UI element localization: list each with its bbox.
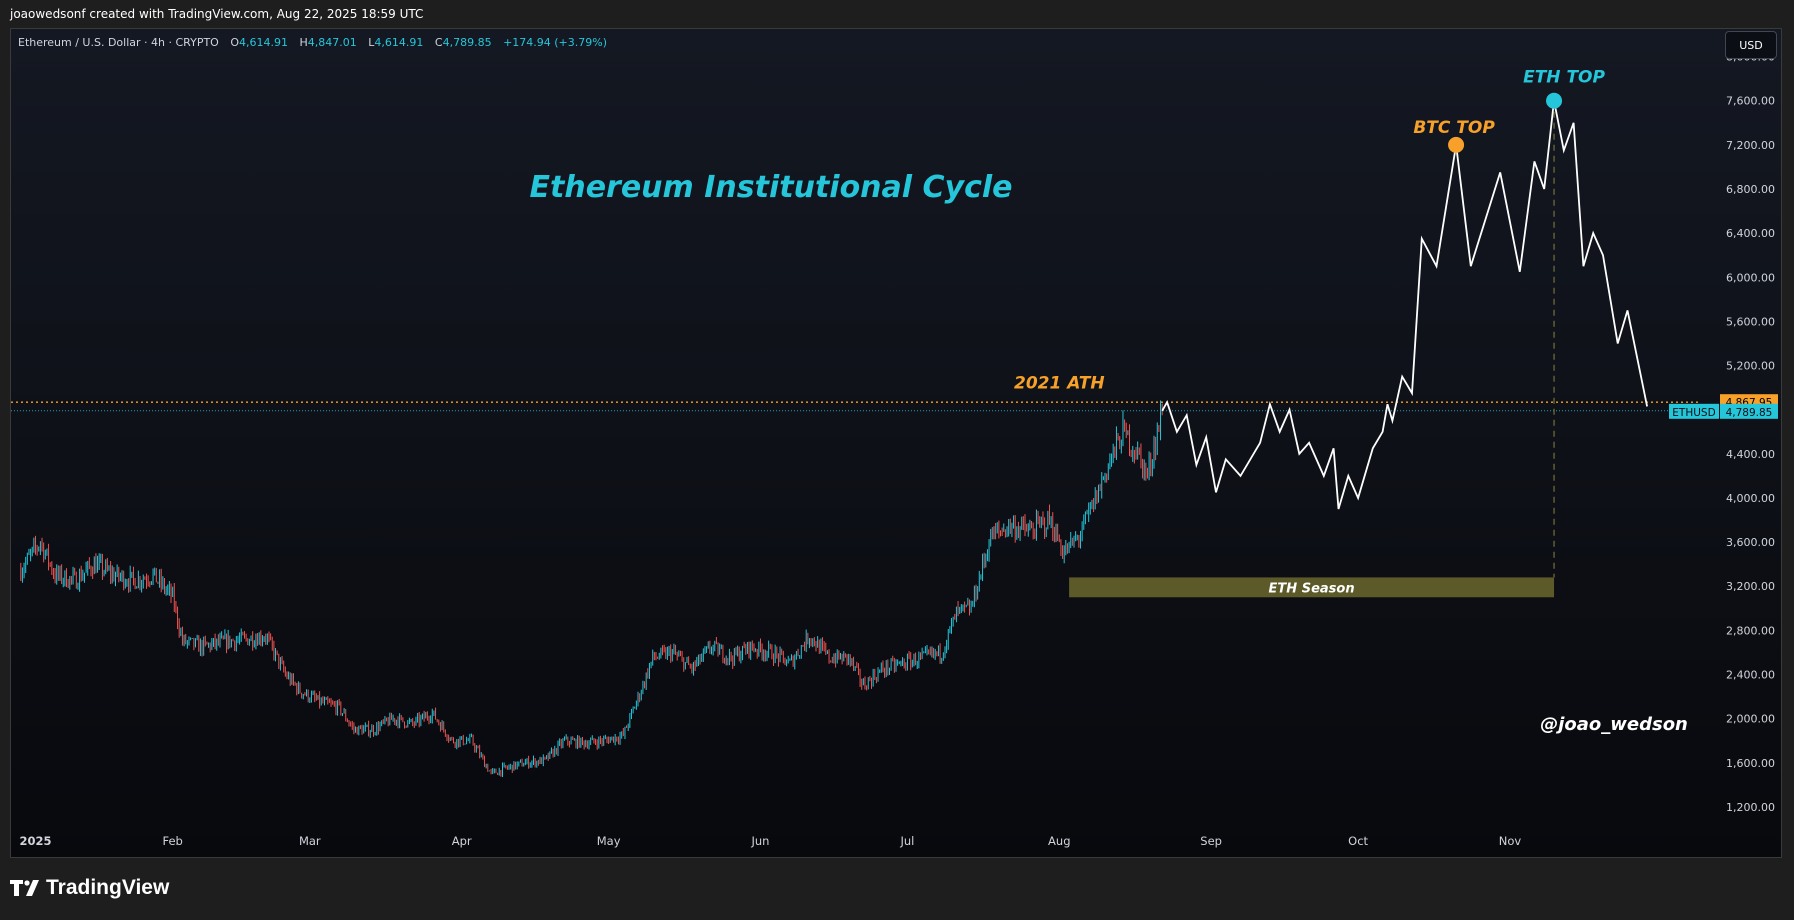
y-tick-label: 2,400.00 bbox=[1726, 669, 1775, 682]
x-tick-label: Feb bbox=[162, 834, 182, 848]
y-tick-label: 1,600.00 bbox=[1726, 757, 1775, 770]
y-tick-label: 5,600.00 bbox=[1726, 315, 1775, 328]
chart-panel[interactable]: 1,200.00 1,600.00 2,000.00 2,400.00 2,800.00… bbox=[10, 28, 1782, 858]
y-tick-label: 3,600.00 bbox=[1726, 536, 1775, 549]
btc-top-label: BTC TOP bbox=[1413, 118, 1495, 138]
price-chart[interactable]: 1,200.00 1,600.00 2,000.00 2,400.00 2,800.00… bbox=[11, 29, 1782, 858]
y-tick-label: 5,200.00 bbox=[1726, 360, 1775, 373]
btc-top-marker bbox=[1448, 136, 1465, 153]
chart-attribution: joaowedsonf created with TradingView.com… bbox=[10, 7, 424, 21]
symbol-tag-label: ETHUSD bbox=[1672, 407, 1715, 419]
change-value: +174.94 (+3.79%) bbox=[503, 36, 608, 49]
x-tick-label: Jun bbox=[750, 834, 769, 848]
y-tick-label: 6,400.00 bbox=[1726, 227, 1775, 240]
x-tick-label: Mar bbox=[299, 834, 321, 848]
y-tick-label: 3,200.00 bbox=[1726, 580, 1775, 593]
y-tick-label: 1,200.00 bbox=[1726, 801, 1775, 814]
low-value: 4,614.91 bbox=[374, 36, 424, 49]
close-value: 4,789.85 bbox=[442, 36, 492, 49]
y-tick-label: 6,000.00 bbox=[1726, 271, 1775, 284]
low-label: L bbox=[368, 36, 375, 49]
eth-season-box bbox=[1069, 577, 1555, 598]
y-tick-label: 6,800.00 bbox=[1726, 183, 1775, 196]
open-label: O bbox=[230, 36, 240, 49]
eth-season-label: ETH Season bbox=[1269, 581, 1355, 596]
symbol-tag bbox=[1669, 403, 1719, 419]
x-tick-label: Nov bbox=[1499, 834, 1522, 848]
high-label: H bbox=[299, 36, 308, 49]
x-tick-label: May bbox=[597, 834, 621, 848]
projection-line bbox=[1161, 100, 1648, 510]
x-tick-label: Apr bbox=[452, 834, 472, 848]
close-label: C bbox=[434, 36, 443, 49]
chart-background bbox=[11, 29, 1781, 857]
x-tick-label: Oct bbox=[1348, 834, 1368, 848]
ath-2021-label: 2021 ATH bbox=[1014, 374, 1105, 394]
eth-top-marker bbox=[1546, 92, 1563, 109]
symbol-name: Ethereum / U.S. Dollar · 4h · CRYPTO bbox=[18, 36, 219, 49]
high-value: 4,847.01 bbox=[307, 36, 357, 49]
y-tick-label: 7,600.00 bbox=[1726, 95, 1775, 108]
y-tick-label: 2,800.00 bbox=[1726, 624, 1775, 637]
x-tick-label: Aug bbox=[1048, 834, 1070, 848]
eth-top-label: ETH TOP bbox=[1523, 68, 1605, 88]
last-price-label: 4,789.85 bbox=[1726, 407, 1773, 419]
open-value: 4,614.91 bbox=[239, 36, 288, 49]
last-price-tag bbox=[1720, 403, 1778, 419]
y-tick-label: 4,400.00 bbox=[1726, 448, 1775, 461]
y-tick-label: 7,200.00 bbox=[1726, 139, 1775, 152]
x-tick-label: Sep bbox=[1200, 834, 1222, 848]
y-tick-label: 4,000.00 bbox=[1726, 492, 1775, 505]
symbol-legend: Ethereum / U.S. Dollar · 4h · CRYPTO O4,… bbox=[18, 36, 607, 49]
tradingview-logo-text: TradingView bbox=[46, 876, 170, 899]
author-watermark: @joao_wedson bbox=[1540, 714, 1688, 735]
currency-button[interactable]: USD bbox=[1725, 31, 1777, 59]
y-tick-label: 2,000.00 bbox=[1726, 713, 1775, 726]
x-tick-label: Jul bbox=[899, 834, 914, 848]
chart-title: Ethereum Institutional Cycle bbox=[530, 170, 1013, 205]
tradingview-logo[interactable]: TradingView bbox=[10, 876, 169, 900]
x-tick-label: 2025 bbox=[19, 834, 51, 848]
tradingview-logo-icon bbox=[10, 880, 39, 896]
